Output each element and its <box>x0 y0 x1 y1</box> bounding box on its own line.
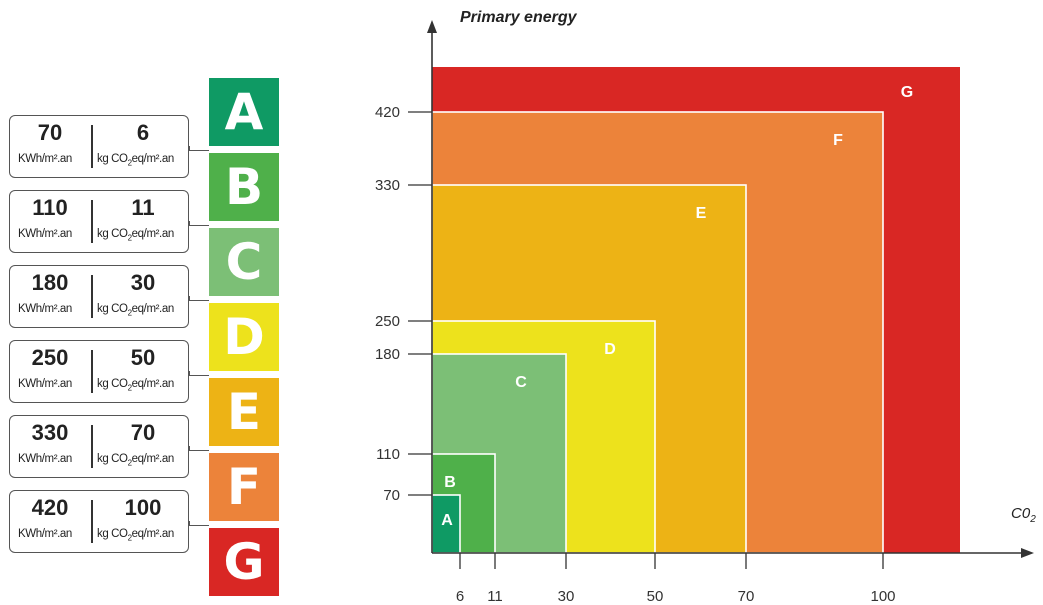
energy-threshold: 70 <box>37 120 63 145</box>
class-band-d: D <box>209 303 279 371</box>
energy-unit: KWh/m².an <box>18 378 72 390</box>
region-label-d: D <box>604 341 616 358</box>
energy-unit: KWh/m².an <box>18 303 72 315</box>
energy-threshold: 330 <box>31 420 69 445</box>
co2-threshold: 100 <box>124 495 162 520</box>
connector-line <box>189 146 191 150</box>
co2-threshold: 11 <box>131 195 155 220</box>
class-band-g: G <box>209 528 279 596</box>
threshold-box: 180 30 KWh/m².an kg CO2eq/m².an <box>9 265 189 328</box>
class-regions: G F E D C B A <box>431 67 960 554</box>
x-tick-label: 6 <box>456 588 464 605</box>
energy-unit: KWh/m².an <box>18 528 72 540</box>
x-tick-label: 30 <box>558 588 575 605</box>
connector-line <box>189 371 191 375</box>
class-band-b: B <box>209 153 279 221</box>
co2-threshold: 70 <box>130 420 156 445</box>
threshold-box: 70 6 KWh/m².an kg CO2eq/m².an <box>9 115 189 178</box>
axis-ticks: 6 11 30 50 70 100 70 110 180 250 330 420 <box>375 104 896 605</box>
y-tick-label: 420 <box>375 104 400 121</box>
x-axis-arrow <box>1021 548 1034 558</box>
y-axis-title: Primary energy <box>460 9 578 26</box>
region-label-b: B <box>444 474 456 491</box>
box-divider <box>91 350 93 393</box>
x-axis-title: C02 <box>1011 505 1036 525</box>
y-tick-label: 110 <box>376 446 400 463</box>
class-band-f: F <box>209 453 279 521</box>
co2-unit: kg CO2eq/m².an <box>97 228 174 243</box>
energy-threshold: 110 <box>32 195 68 220</box>
class-band-c: C <box>209 228 279 296</box>
energy-threshold: 180 <box>31 270 69 295</box>
co2-threshold: 50 <box>130 345 156 370</box>
x-tick-label: 70 <box>738 588 755 605</box>
y-tick-label: 330 <box>375 177 400 194</box>
energy-unit: KWh/m².an <box>18 228 72 240</box>
energy-unit: KWh/m².an <box>18 153 72 165</box>
region-label-e: E <box>696 205 707 222</box>
threshold-box: 330 70 KWh/m².an kg CO2eq/m².an <box>9 415 189 478</box>
connector-line <box>189 524 209 526</box>
connector-line <box>189 296 191 300</box>
connector-line <box>189 446 191 450</box>
region-label-f: F <box>833 132 843 149</box>
y-tick-label: 180 <box>375 346 400 363</box>
co2-unit: kg CO2eq/m².an <box>97 153 174 168</box>
box-divider <box>91 425 93 468</box>
x-tick-label: 100 <box>870 588 895 605</box>
co2-unit: kg CO2eq/m².an <box>97 303 174 318</box>
energy-threshold: 420 <box>31 495 69 520</box>
threshold-box: 250 50 KWh/m².an kg CO2eq/m².an <box>9 340 189 403</box>
x-tick-label: 11 <box>487 588 503 605</box>
region-label-g: G <box>901 84 913 101</box>
box-divider <box>91 200 93 243</box>
connector-line <box>189 224 209 226</box>
connector-line <box>189 449 209 451</box>
box-divider <box>91 500 93 543</box>
y-axis-arrow <box>427 20 437 33</box>
co2-threshold: 30 <box>130 270 156 295</box>
box-divider <box>91 125 93 168</box>
co2-threshold: 6 <box>136 120 150 145</box>
region-label-c: C <box>515 374 527 391</box>
energy-unit: KWh/m².an <box>18 453 72 465</box>
region-label-a: A <box>441 512 453 529</box>
connector-line <box>189 221 191 225</box>
connector-line <box>189 149 209 151</box>
y-tick-label: 70 <box>383 487 400 504</box>
energy-class-legend: A B C D E F G 70 6 KWh/m².an kg CO2eq/m².an 110 11 KW… <box>0 0 290 605</box>
connector-line <box>189 374 209 376</box>
threshold-box: 420 100 KWh/m².an kg CO2eq/m².an <box>9 490 189 553</box>
class-band-a: A <box>209 78 279 146</box>
threshold-box: 110 11 KWh/m².an kg CO2eq/m².an <box>9 190 189 253</box>
co2-unit: kg CO2eq/m².an <box>97 453 174 468</box>
connector-line <box>189 521 191 525</box>
box-divider <box>91 275 93 318</box>
y-tick-label: 250 <box>375 313 400 330</box>
co2-unit: kg CO2eq/m².an <box>97 378 174 393</box>
axes: Primary energy C02 <box>427 9 1036 558</box>
x-tick-label: 50 <box>647 588 664 605</box>
energy-threshold: 250 <box>31 345 69 370</box>
connector-line <box>189 299 209 301</box>
co2-unit: kg CO2eq/m².an <box>97 528 174 543</box>
class-band-e: E <box>209 378 279 446</box>
